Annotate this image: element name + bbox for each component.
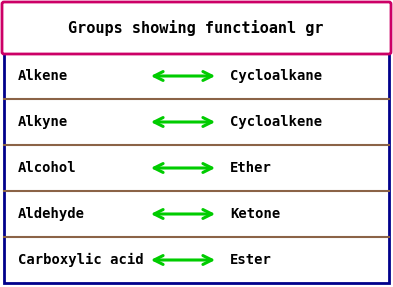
- Text: Carboxylic acid: Carboxylic acid: [18, 253, 143, 267]
- Text: Ester: Ester: [230, 253, 272, 267]
- Text: Alcohol: Alcohol: [18, 161, 77, 175]
- FancyBboxPatch shape: [2, 2, 391, 54]
- Text: Groups showing functioanl gr: Groups showing functioanl gr: [68, 20, 324, 36]
- Text: Ketone: Ketone: [230, 207, 280, 221]
- Text: Aldehyde: Aldehyde: [18, 207, 85, 221]
- Text: Alkene: Alkene: [18, 69, 68, 83]
- Text: Alkyne: Alkyne: [18, 115, 68, 129]
- Text: Cycloalkene: Cycloalkene: [230, 115, 322, 129]
- Text: Cycloalkane: Cycloalkane: [230, 69, 322, 83]
- Text: Ether: Ether: [230, 161, 272, 175]
- Bar: [4, 53, 389, 283]
